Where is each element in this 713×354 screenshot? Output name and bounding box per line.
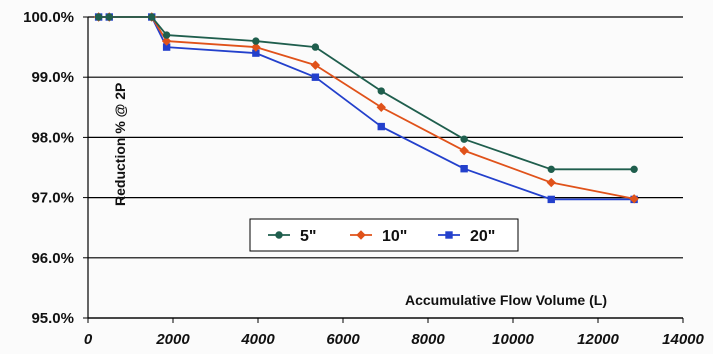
series-group [93, 12, 639, 204]
legend-swatch-marker [356, 230, 366, 240]
data-point [310, 60, 321, 70]
series-2 [93, 12, 639, 204]
data-point [629, 194, 639, 204]
data-point [377, 122, 385, 131]
y-tick-label: 97.0% [31, 190, 74, 207]
data-point [459, 145, 469, 156]
y-axis-title: Reduction % @ 2P [112, 83, 128, 206]
data-point [546, 177, 556, 188]
axes: 95.0% 96.0% 97.0% 98.0% 99.0% 100.0% 0 2000 4000… [23, 9, 704, 348]
data-point [162, 31, 171, 39]
data-point [547, 195, 555, 204]
gridlines [88, 16, 683, 319]
y-tick-label: 98.0% [31, 129, 74, 146]
data-point [460, 135, 468, 143]
legend-items: 5" 10" 20" [268, 228, 495, 245]
data-point [311, 43, 320, 51]
data-point [148, 13, 156, 21]
legend: 5" 10" 20" [249, 218, 519, 252]
y-tick-label: 100.0% [23, 9, 74, 26]
legend-label: 20" [470, 228, 495, 245]
x-tick-label: 4000 [240, 331, 275, 348]
x-tick-label: 12000 [577, 331, 619, 348]
data-point [252, 37, 260, 45]
data-point [161, 36, 172, 46]
legend-swatch-marker [275, 231, 283, 239]
y-tick-label: 96.0% [31, 250, 74, 267]
data-point [377, 87, 385, 95]
data-point [376, 102, 386, 113]
y-tick-label: 99.0% [31, 69, 74, 86]
x-tick-label: 8000 [411, 331, 445, 348]
data-point [630, 165, 638, 174]
x-tick-label: 2000 [155, 331, 190, 348]
x-tick-label: 6000 [326, 331, 360, 348]
legend-label: 5" [300, 228, 316, 245]
data-point [251, 42, 261, 52]
x-tick-label: 14000 [662, 331, 704, 348]
data-point [460, 165, 468, 173]
series-line [97, 16, 636, 171]
x-tick-label: 10000 [492, 331, 534, 348]
x-axis-title: Accumulative Flow Volume (L) [405, 292, 607, 308]
data-point [547, 165, 555, 174]
data-point [94, 13, 103, 21]
data-point [311, 73, 320, 81]
y-tick-label: 95.0% [31, 310, 74, 327]
data-point [105, 13, 113, 21]
series-1 [94, 13, 638, 174]
series-line [97, 16, 636, 201]
legend-label: 10" [382, 228, 407, 245]
legend-swatch-marker [445, 231, 453, 239]
legend-box [249, 218, 519, 252]
x-tick-label: 0 [84, 331, 93, 348]
